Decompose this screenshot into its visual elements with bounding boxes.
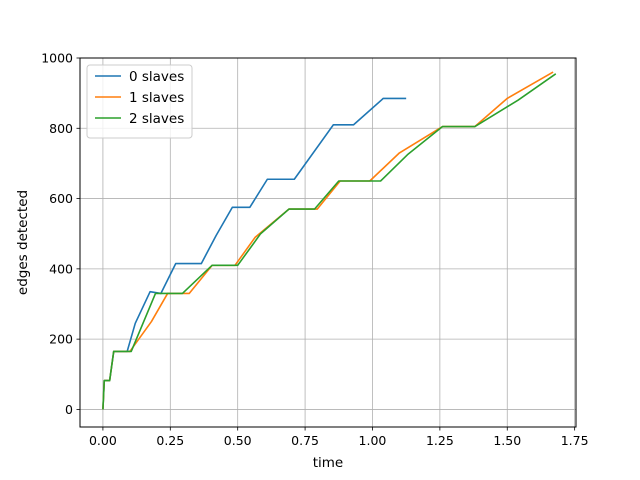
y-tick-label: 400 (49, 261, 73, 276)
legend-box (86, 64, 193, 139)
x-tick-label: 1.50 (493, 433, 521, 448)
series-line-0 (102, 97, 407, 410)
x-tick-label: 0.25 (156, 433, 184, 448)
x-tick-label: 1.75 (561, 433, 589, 448)
series-line-2 (102, 73, 557, 410)
x-tick-label: 0.00 (89, 433, 117, 448)
x-axis-ticks: 0.00 0.25 0.50 0.75 1.00 1.25 1.50 1.75 (89, 427, 589, 448)
x-tick-label: 1.25 (426, 433, 454, 448)
x-axis-label: time (313, 455, 344, 471)
y-tick-label: 800 (49, 121, 73, 136)
plot-area-frame (79, 57, 577, 428)
x-tick-label: 0.50 (224, 433, 252, 448)
x-tick-label: 1.00 (359, 433, 387, 448)
y-axis-label: edges detected (15, 190, 31, 295)
y-tick-label: 0 (65, 402, 73, 417)
legend-label-2: 2 slaves (129, 111, 184, 127)
y-axis-ticks: 0 200 400 600 800 1000 (41, 51, 80, 417)
x-tick-label: 0.75 (291, 433, 319, 448)
y-tick-label: 1000 (41, 51, 73, 66)
legend: 0 slaves 1 slaves 2 slaves (86, 64, 193, 139)
legend-label-0: 0 slaves (129, 69, 184, 85)
y-tick-label: 200 (49, 332, 73, 347)
y-tick-label: 600 (49, 191, 73, 206)
series-lines (102, 71, 557, 410)
legend-label-1: 1 slaves (129, 90, 184, 106)
